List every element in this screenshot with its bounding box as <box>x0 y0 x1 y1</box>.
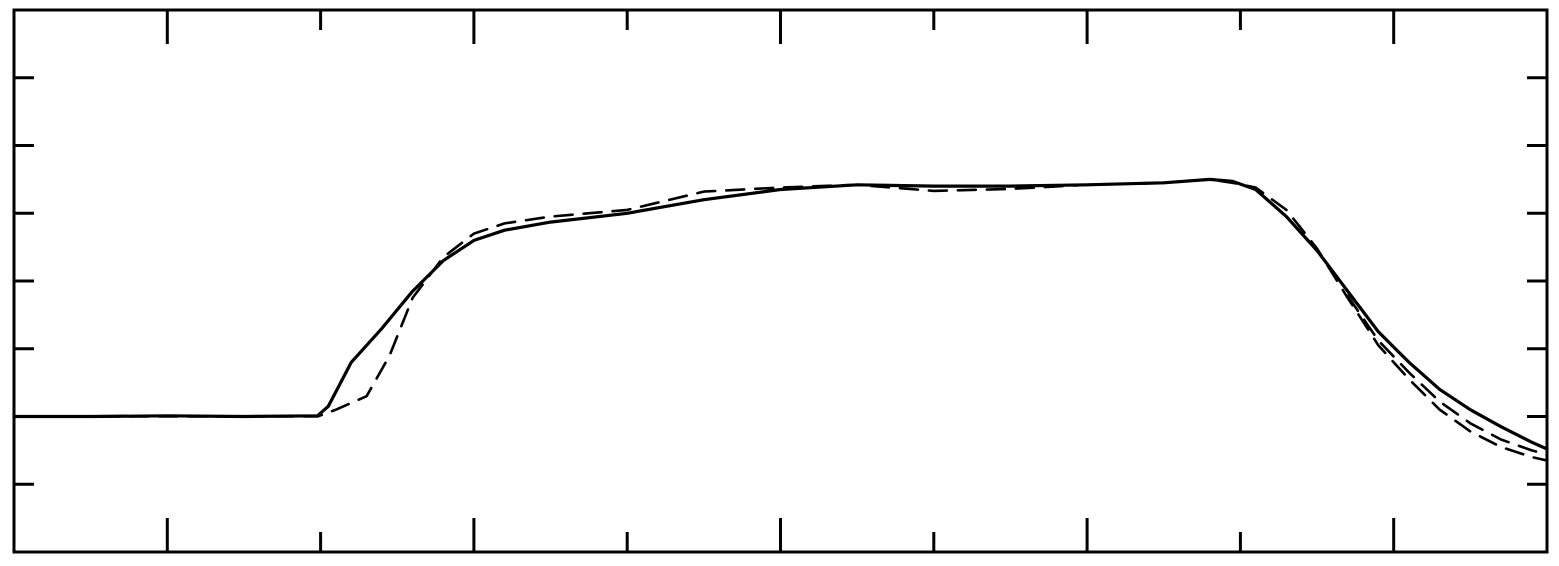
series-line-solid <box>12 177 1549 451</box>
series-line-dashed-1 <box>12 178 1549 462</box>
axis-ticks <box>14 10 1547 552</box>
plot-frame <box>12 8 1549 554</box>
series-lines <box>12 177 1549 462</box>
series-line-dashed-2 <box>1346 294 1549 456</box>
